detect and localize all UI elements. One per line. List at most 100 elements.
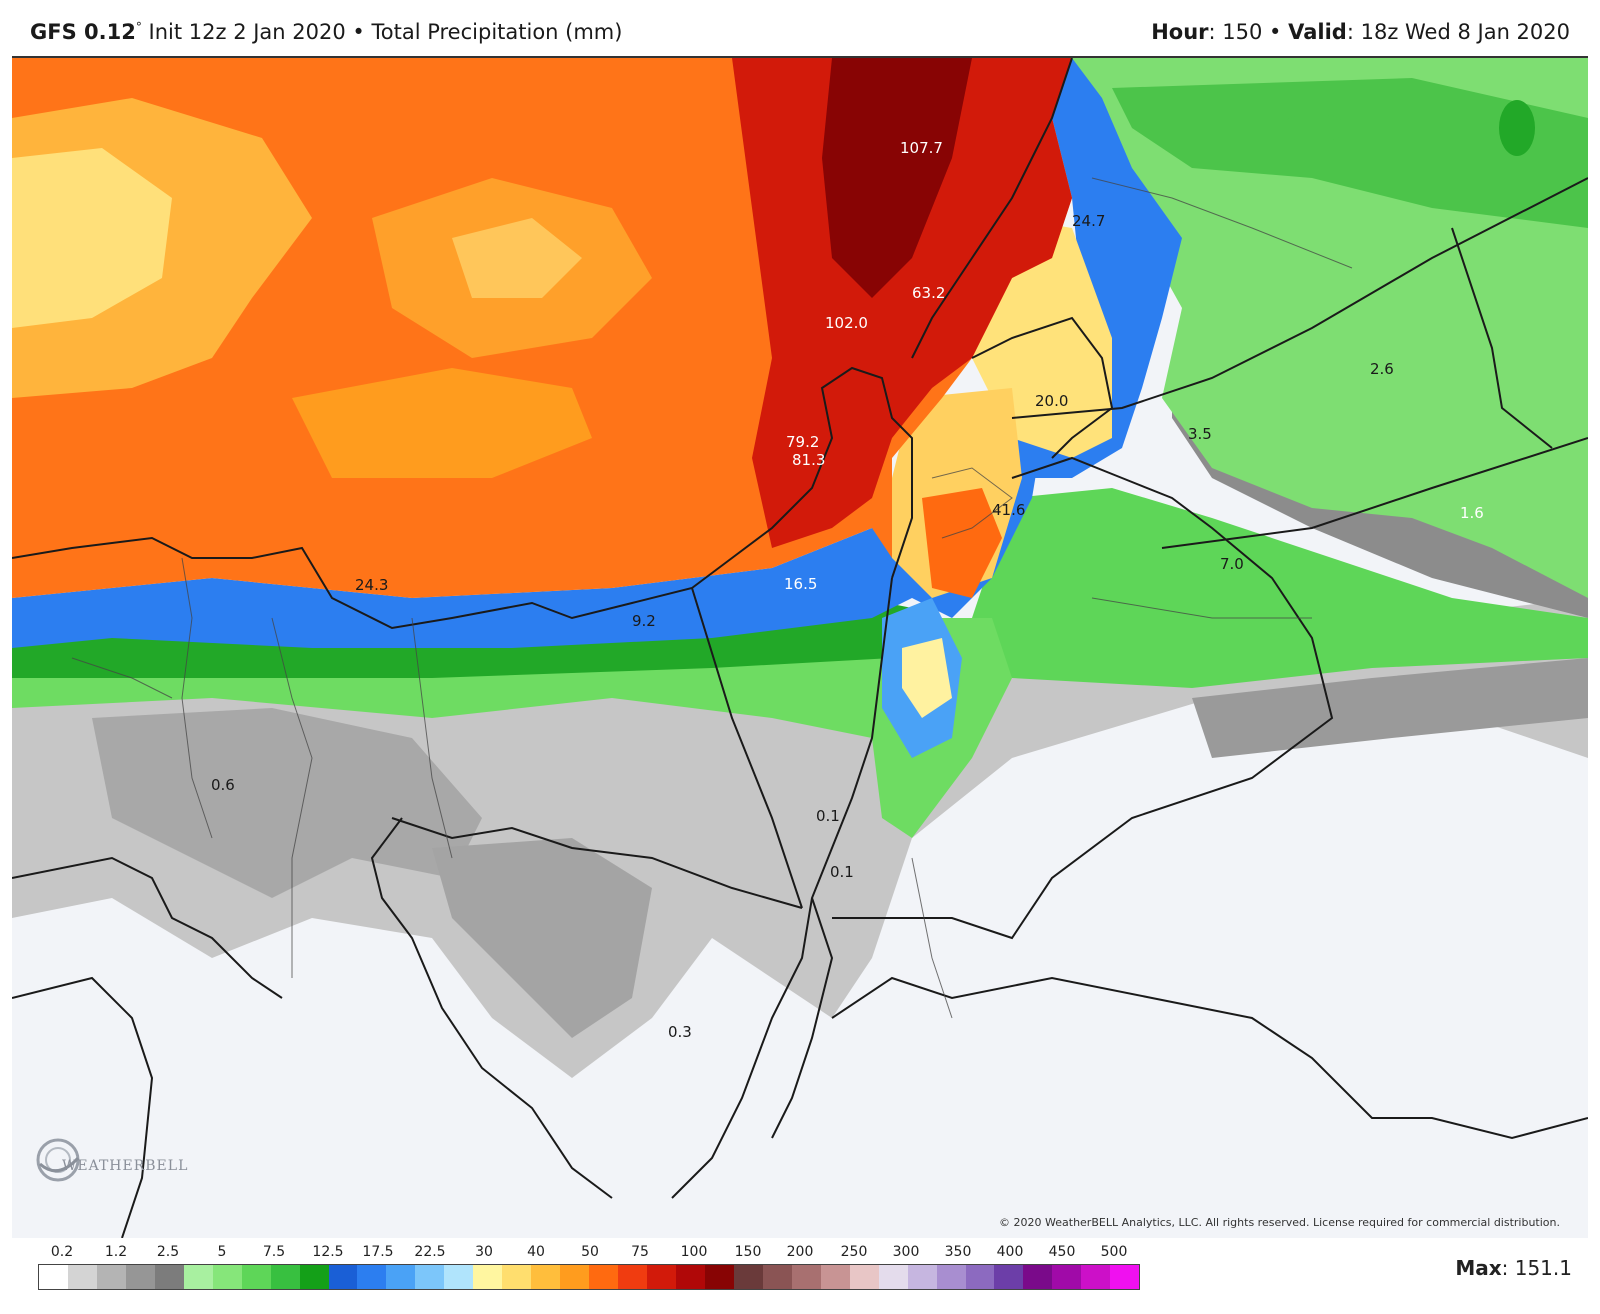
legend-swatch bbox=[791, 1265, 821, 1289]
legend-swatch bbox=[618, 1265, 648, 1289]
map-header: GFS 0.12° Init 12z 2 Jan 2020 • Total Pr… bbox=[0, 0, 1600, 56]
copyright-notice: © 2020 WeatherBELL Analytics, LLC. All r… bbox=[999, 1216, 1560, 1229]
legend-tick-label: 17.5 bbox=[362, 1244, 394, 1260]
legend-tick-label: 300 bbox=[892, 1244, 920, 1260]
legend-tick-label: 12.5 bbox=[312, 1244, 344, 1260]
legend-swatch bbox=[762, 1265, 792, 1289]
legend-swatch bbox=[965, 1265, 995, 1289]
legend-swatch bbox=[647, 1265, 676, 1289]
max-number: : 151.1 bbox=[1501, 1256, 1572, 1280]
value-label: 81.3 bbox=[792, 451, 825, 469]
precip-zone-orange-red bbox=[922, 488, 1002, 598]
legend-swatch bbox=[994, 1265, 1024, 1289]
legend-swatch bbox=[675, 1265, 705, 1289]
legend-tick-label: 30 bbox=[475, 1244, 493, 1260]
legend-tick-label: 450 bbox=[1048, 1244, 1076, 1260]
legend-tick-label: 350 bbox=[944, 1244, 972, 1260]
legend-swatch bbox=[502, 1265, 532, 1289]
valid-time: Hour: 150 • Valid: 18z Wed 8 Jan 2020 bbox=[1151, 20, 1570, 44]
legend-tick-label: 100 bbox=[680, 1244, 708, 1260]
init-time: Init 12z 2 Jan 2020 bbox=[148, 20, 346, 44]
legend-swatch bbox=[936, 1265, 966, 1289]
product-name: Total Precipitation (mm) bbox=[371, 20, 623, 44]
hour-label: Hour bbox=[1151, 20, 1209, 44]
legend-swatch bbox=[849, 1265, 879, 1289]
map-title: GFS 0.12° Init 12z 2 Jan 2020 • Total Pr… bbox=[30, 20, 622, 44]
legend-swatch bbox=[473, 1265, 503, 1289]
legend-tick-label: 50 bbox=[581, 1244, 599, 1260]
separator: • bbox=[352, 20, 365, 44]
degree-symbol: ° bbox=[135, 20, 142, 34]
precip-zone-gray-dark bbox=[1192, 658, 1588, 758]
legend-tick-label: 400 bbox=[996, 1244, 1024, 1260]
value-label: 0.1 bbox=[816, 807, 840, 825]
legend-swatch bbox=[531, 1265, 561, 1289]
value-label: 79.2 bbox=[786, 433, 819, 451]
value-label: 0.3 bbox=[668, 1023, 692, 1041]
legend-swatch bbox=[907, 1265, 937, 1289]
legend-tick-label: 22.5 bbox=[414, 1244, 446, 1260]
value-label: 3.5 bbox=[1188, 425, 1212, 443]
model-name: GFS 0.12 bbox=[30, 20, 136, 44]
legend-tick-label: 7.5 bbox=[262, 1244, 286, 1260]
legend-swatch bbox=[328, 1265, 358, 1289]
legend-swatch bbox=[183, 1265, 213, 1289]
legend-swatch bbox=[444, 1265, 474, 1289]
valid-value: : 18z Wed 8 Jan 2020 bbox=[1346, 20, 1570, 44]
logo-text: WEATHERBELL bbox=[62, 1158, 189, 1174]
value-label: 0.1 bbox=[830, 863, 854, 881]
legend-colorbar bbox=[38, 1264, 1140, 1290]
value-label: 1.6 bbox=[1460, 504, 1484, 522]
legend-swatch bbox=[878, 1265, 908, 1289]
precip-zone-yellow bbox=[902, 638, 952, 718]
country-borders bbox=[12, 58, 1588, 1238]
legend-swatch bbox=[386, 1265, 416, 1289]
legend-swatch bbox=[270, 1265, 300, 1289]
max-value: Max: 151.1 bbox=[1455, 1256, 1572, 1280]
value-label: 0.6 bbox=[211, 776, 235, 794]
legend-swatch bbox=[96, 1265, 126, 1289]
color-legend: 0.2 1.2 2.5 5 7.5 12.5 17.5 22.5 30 40 50 75 100 150 2… bbox=[38, 1244, 1140, 1292]
hour-value: : 150 bbox=[1208, 20, 1263, 44]
precip-zone-gray-mid bbox=[432, 838, 652, 1038]
value-label: 24.3 bbox=[355, 576, 388, 594]
legend-swatch bbox=[1052, 1265, 1082, 1289]
value-label: 16.5 bbox=[784, 575, 817, 593]
swirl-icon bbox=[36, 1138, 80, 1182]
legend-tick-label: 250 bbox=[840, 1244, 868, 1260]
value-label: 24.7 bbox=[1072, 212, 1105, 230]
legend-swatch bbox=[125, 1265, 155, 1289]
legend-tick-label: 75 bbox=[631, 1244, 649, 1260]
legend-swatch bbox=[589, 1265, 619, 1289]
precip-zone-blue bbox=[1012, 58, 1182, 478]
value-label: 107.7 bbox=[900, 139, 943, 157]
legend-swatch bbox=[560, 1265, 590, 1289]
legend-swatch bbox=[1081, 1265, 1111, 1289]
precip-zone-yellow bbox=[12, 148, 172, 328]
valid-label: Valid bbox=[1288, 20, 1347, 44]
legend-tick-label: 5 bbox=[217, 1244, 227, 1260]
legend-swatch bbox=[241, 1265, 271, 1289]
value-label: 63.2 bbox=[912, 284, 945, 302]
value-labels: 107.7 24.7 63.2 102.0 20.0 2.6 3.5 79.281.3 41.6… bbox=[211, 139, 1484, 1041]
legend-tick-label: 200 bbox=[786, 1244, 814, 1260]
precip-zone-yellow bbox=[452, 218, 582, 298]
legend-tick-label: 0.2 bbox=[50, 1244, 74, 1260]
province-borders bbox=[71, 177, 1353, 1019]
legend-swatch bbox=[299, 1265, 329, 1289]
precip-zone-red bbox=[732, 58, 1072, 548]
legend-tick-label: 2.5 bbox=[156, 1244, 180, 1260]
value-label: 20.0 bbox=[1035, 392, 1068, 410]
legend-swatch bbox=[154, 1265, 184, 1289]
legend-tick-label: 40 bbox=[527, 1244, 545, 1260]
legend-swatch bbox=[357, 1265, 387, 1289]
precip-spot-green bbox=[1499, 100, 1535, 156]
precip-zone-blue bbox=[12, 418, 1042, 648]
legend-swatch bbox=[704, 1265, 734, 1289]
legend-tick-label: 1.2 bbox=[104, 1244, 128, 1260]
map-canvas: 107.7 24.7 63.2 102.0 20.0 2.6 3.5 79.281.3 41.6… bbox=[12, 58, 1588, 1238]
legend-swatch bbox=[67, 1265, 97, 1289]
weatherbell-logo: WEATHERBELL bbox=[34, 1136, 187, 1196]
value-label: 9.2 bbox=[632, 612, 656, 630]
precip-zone-green bbox=[972, 488, 1588, 688]
